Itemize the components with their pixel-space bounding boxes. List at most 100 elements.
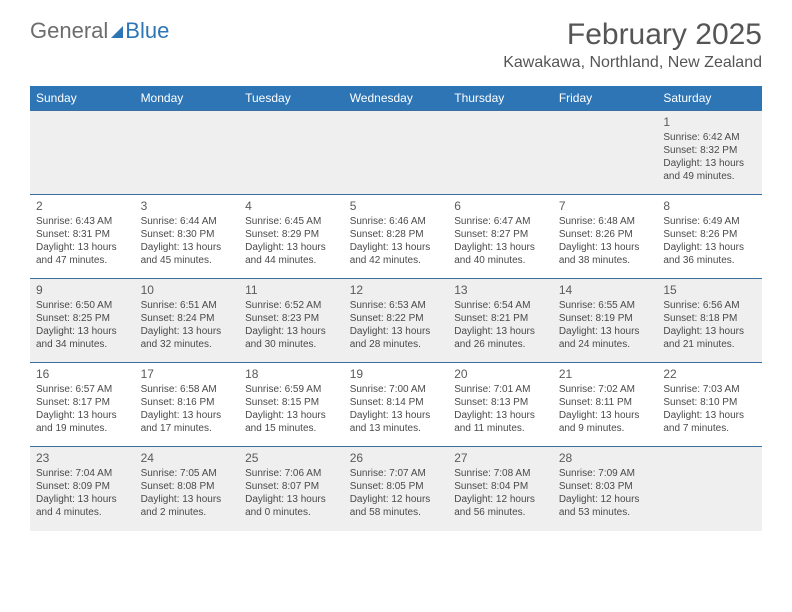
title-block: February 2025 Kawakawa, Northland, New Z… (503, 18, 762, 72)
day-number: 15 (663, 283, 756, 297)
day-header: Friday (553, 86, 658, 111)
day-header: Saturday (657, 86, 762, 111)
day-cell: 5 Sunrise: 6:46 AMSunset: 8:28 PMDaylight… (344, 195, 449, 279)
day-info: Sunrise: 6:59 AMSunset: 8:15 PMDaylight:… (245, 383, 338, 435)
empty-cell (553, 111, 658, 195)
day-cell: 11Sunrise: 6:52 AMSunset: 8:23 PMDayligh… (239, 279, 344, 363)
day-cell: 9 Sunrise: 6:50 AMSunset: 8:25 PMDaylight… (30, 279, 135, 363)
day-info: Sunrise: 7:06 AMSunset: 8:07 PMDaylight:… (245, 467, 338, 519)
empty-cell (448, 111, 553, 195)
day-header: Monday (135, 86, 240, 111)
day-info: Sunrise: 7:03 AMSunset: 8:10 PMDaylight:… (663, 383, 756, 435)
calendar-row: 16Sunrise: 6:57 AMSunset: 8:17 PMDayligh… (30, 363, 762, 447)
header: General Blue February 2025 Kawakawa, Nor… (0, 0, 792, 80)
day-number: 13 (454, 283, 547, 297)
day-number: 6 (454, 199, 547, 213)
day-number: 16 (36, 367, 129, 381)
day-cell: 4 Sunrise: 6:45 AMSunset: 8:29 PMDaylight… (239, 195, 344, 279)
empty-cell (30, 111, 135, 195)
day-cell: 17 Sunrise: 6:58 AMSunset: 8:16 PMDayligh… (135, 363, 240, 447)
day-number: 2 (36, 199, 129, 213)
day-info: Sunrise: 7:05 AMSunset: 8:08 PMDaylight:… (141, 467, 234, 519)
day-header: Wednesday (344, 86, 449, 111)
day-cell: 3Sunrise: 6:44 AMSunset: 8:30 PMDaylight… (135, 195, 240, 279)
day-cell: 19 Sunrise: 7:00 AMSunset: 8:14 PMDayligh… (344, 363, 449, 447)
day-number: 27 (454, 451, 547, 465)
day-cell: 26Sunrise: 7:07 AMSunset: 8:05 PMDayligh… (344, 447, 449, 531)
day-info: Sunrise: 6:46 AMSunset: 8:28 PMDaylight:… (350, 215, 443, 267)
calendar-body: 1 Sunrise: 6:42 AMSunset: 8:32 PMDaylight… (30, 111, 762, 531)
day-cell: 6 Sunrise: 6:47 AMSunset: 8:27 PMDaylight… (448, 195, 553, 279)
day-number: 11 (245, 283, 338, 297)
day-number: 9 (36, 283, 129, 297)
day-cell: 8Sunrise: 6:49 AMSunset: 8:26 PMDaylight… (657, 195, 762, 279)
day-cell: 1 Sunrise: 6:42 AMSunset: 8:32 PMDaylight… (657, 111, 762, 195)
day-number: 17 (141, 367, 234, 381)
day-info: Sunrise: 6:45 AMSunset: 8:29 PMDaylight:… (245, 215, 338, 267)
day-cell: 20 Sunrise: 7:01 AMSunset: 8:13 PMDayligh… (448, 363, 553, 447)
day-cell: 21 Sunrise: 7:02 AMSunset: 8:11 PMDayligh… (553, 363, 658, 447)
day-of-week-row: SundayMondayTuesdayWednesdayThursdayFrid… (30, 86, 762, 111)
day-cell: 28Sunrise: 7:09 AMSunset: 8:03 PMDayligh… (553, 447, 658, 531)
calendar-table: SundayMondayTuesdayWednesdayThursdayFrid… (30, 86, 762, 531)
day-cell: 13 Sunrise: 6:54 AMSunset: 8:21 PMDayligh… (448, 279, 553, 363)
day-info: Sunrise: 6:54 AMSunset: 8:21 PMDaylight:… (454, 299, 547, 351)
day-number: 12 (350, 283, 443, 297)
day-info: Sunrise: 7:00 AMSunset: 8:14 PMDaylight:… (350, 383, 443, 435)
empty-cell (239, 111, 344, 195)
day-info: Sunrise: 6:53 AMSunset: 8:22 PMDaylight:… (350, 299, 443, 351)
day-info: Sunrise: 6:58 AMSunset: 8:16 PMDaylight:… (141, 383, 234, 435)
day-info: Sunrise: 7:08 AMSunset: 8:04 PMDaylight:… (454, 467, 547, 519)
day-cell: 10Sunrise: 6:51 AMSunset: 8:24 PMDayligh… (135, 279, 240, 363)
day-number: 23 (36, 451, 129, 465)
day-number: 20 (454, 367, 547, 381)
day-number: 1 (663, 115, 756, 129)
day-number: 24 (141, 451, 234, 465)
day-number: 28 (559, 451, 652, 465)
day-cell: 25 Sunrise: 7:06 AMSunset: 8:07 PMDayligh… (239, 447, 344, 531)
day-info: Sunrise: 6:56 AMSunset: 8:18 PMDaylight:… (663, 299, 756, 351)
day-number: 26 (350, 451, 443, 465)
day-cell: 23 Sunrise: 7:04 AMSunset: 8:09 PMDayligh… (30, 447, 135, 531)
day-cell: 27 Sunrise: 7:08 AMSunset: 8:04 PMDayligh… (448, 447, 553, 531)
day-number: 8 (663, 199, 756, 213)
day-info: Sunrise: 6:48 AMSunset: 8:26 PMDaylight:… (559, 215, 652, 267)
day-number: 4 (245, 199, 338, 213)
day-cell: 18Sunrise: 6:59 AMSunset: 8:15 PMDayligh… (239, 363, 344, 447)
logo-text-general: General (30, 18, 108, 44)
day-number: 21 (559, 367, 652, 381)
day-info: Sunrise: 6:43 AMSunset: 8:31 PMDaylight:… (36, 215, 129, 267)
day-info: Sunrise: 7:04 AMSunset: 8:09 PMDaylight:… (36, 467, 129, 519)
logo-text-blue: Blue (125, 18, 169, 44)
day-number: 25 (245, 451, 338, 465)
day-info: Sunrise: 7:01 AMSunset: 8:13 PMDaylight:… (454, 383, 547, 435)
calendar-row: 2 Sunrise: 6:43 AMSunset: 8:31 PMDaylight… (30, 195, 762, 279)
empty-cell (344, 111, 449, 195)
day-info: Sunrise: 6:50 AMSunset: 8:25 PMDaylight:… (36, 299, 129, 351)
logo-triangle-icon (111, 26, 123, 38)
location-text: Kawakawa, Northland, New Zealand (503, 54, 762, 72)
day-number: 7 (559, 199, 652, 213)
empty-cell (135, 111, 240, 195)
day-number: 19 (350, 367, 443, 381)
day-header: Tuesday (239, 86, 344, 111)
day-info: Sunrise: 6:51 AMSunset: 8:24 PMDaylight:… (141, 299, 234, 351)
day-cell: 22 Sunrise: 7:03 AMSunset: 8:10 PMDayligh… (657, 363, 762, 447)
day-info: Sunrise: 6:44 AMSunset: 8:30 PMDaylight:… (141, 215, 234, 267)
calendar-row: 23 Sunrise: 7:04 AMSunset: 8:09 PMDayligh… (30, 447, 762, 531)
day-info: Sunrise: 6:42 AMSunset: 8:32 PMDaylight:… (663, 131, 756, 183)
day-info: Sunrise: 7:02 AMSunset: 8:11 PMDaylight:… (559, 383, 652, 435)
day-info: Sunrise: 6:47 AMSunset: 8:27 PMDaylight:… (454, 215, 547, 267)
day-cell: 2 Sunrise: 6:43 AMSunset: 8:31 PMDaylight… (30, 195, 135, 279)
day-cell: 7 Sunrise: 6:48 AMSunset: 8:26 PMDaylight… (553, 195, 658, 279)
day-number: 22 (663, 367, 756, 381)
day-info: Sunrise: 6:55 AMSunset: 8:19 PMDaylight:… (559, 299, 652, 351)
calendar-row: 1 Sunrise: 6:42 AMSunset: 8:32 PMDaylight… (30, 111, 762, 195)
day-header: Sunday (30, 86, 135, 111)
calendar-row: 9 Sunrise: 6:50 AMSunset: 8:25 PMDaylight… (30, 279, 762, 363)
day-cell: 24 Sunrise: 7:05 AMSunset: 8:08 PMDayligh… (135, 447, 240, 531)
day-cell: 14 Sunrise: 6:55 AMSunset: 8:19 PMDayligh… (553, 279, 658, 363)
month-title: February 2025 (503, 18, 762, 52)
day-number: 5 (350, 199, 443, 213)
day-number: 14 (559, 283, 652, 297)
